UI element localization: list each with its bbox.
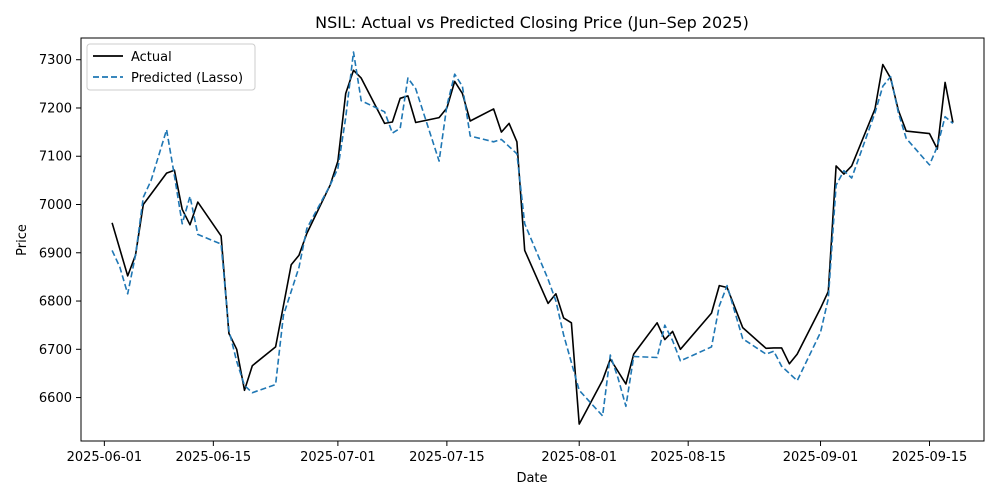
y-tick-label: 7300 — [39, 53, 72, 68]
y-tick-label: 6700 — [39, 343, 72, 358]
y-axis-label: Price — [15, 224, 30, 256]
x-tick-label: 2025-09-01 — [783, 450, 859, 465]
legend-label-actual: Actual — [131, 50, 172, 65]
x-tick-label: 2025-06-01 — [67, 450, 143, 465]
y-tick-label: 7100 — [39, 150, 72, 165]
legend: Actual Predicted (Lasso) — [87, 44, 255, 90]
y-tick-label: 7000 — [39, 198, 72, 213]
y-tick-label: 7200 — [39, 101, 72, 116]
x-tick-label: 2025-07-01 — [300, 450, 376, 465]
x-tick-label: 2025-08-01 — [541, 450, 617, 465]
x-tick-label: 2025-07-15 — [409, 450, 485, 465]
x-axis-label: Date — [516, 471, 547, 486]
x-tick-label: 2025-09-15 — [892, 450, 968, 465]
y-tick-label: 6600 — [39, 391, 72, 406]
chart-title: NSIL: Actual vs Predicted Closing Price … — [315, 13, 749, 32]
legend-label-predicted: Predicted (Lasso) — [131, 71, 243, 86]
x-tick-label: 2025-06-15 — [176, 450, 252, 465]
y-tick-label: 6800 — [39, 295, 72, 310]
y-tick-label: 6900 — [39, 246, 72, 261]
x-tick-label: 2025-08-15 — [650, 450, 726, 465]
